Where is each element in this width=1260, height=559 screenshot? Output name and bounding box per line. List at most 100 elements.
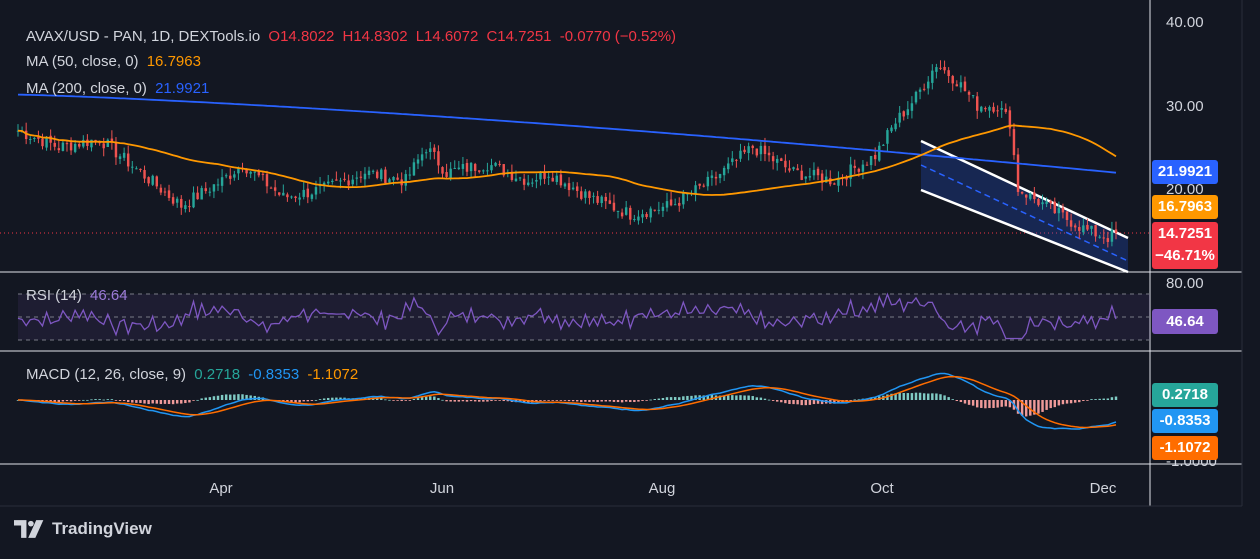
candle (869, 155, 873, 166)
macd-hist-bar (416, 398, 420, 400)
tradingview-brand[interactable]: TradingView (14, 519, 152, 539)
candle (347, 180, 350, 186)
macd-hist-bar (522, 400, 526, 403)
macd-hist-bar (78, 400, 81, 401)
candle (1090, 225, 1093, 229)
candle (404, 174, 407, 186)
macd-hist-bar (216, 395, 220, 400)
macd-hist-bar (61, 400, 65, 402)
candle (392, 176, 395, 181)
macd-hist-bar (147, 400, 150, 405)
macd-hist-bar (220, 394, 224, 400)
candle (302, 189, 305, 197)
macd-hist-bar (114, 400, 118, 401)
candle (522, 178, 526, 185)
candle (596, 196, 599, 203)
candle (820, 173, 824, 183)
macd-hist-bar (420, 397, 424, 400)
candle (1065, 211, 1069, 220)
candle (200, 188, 203, 200)
candle (86, 139, 89, 146)
candle (792, 167, 795, 170)
ma200-legend: MA (200, close, 0) 21.9921 (26, 80, 213, 97)
candle (1069, 220, 1073, 227)
candle (1016, 154, 1020, 192)
x-tick-oct: Oct (870, 480, 894, 497)
candle (175, 198, 179, 203)
candle (478, 170, 481, 172)
macd-hist-bar (404, 400, 407, 401)
rsi-value: 46.64 (90, 287, 128, 304)
macd-hist-bar (673, 397, 677, 400)
candle (686, 193, 689, 195)
candle (849, 164, 852, 179)
macd-hist-bar (1024, 400, 1028, 417)
macd-hist-bar (800, 400, 803, 406)
macd-hist-bar (743, 395, 746, 400)
macd-hist-bar (600, 400, 603, 402)
macd-hist-bar (812, 400, 816, 405)
candle (233, 174, 236, 178)
candle (751, 145, 754, 149)
candle (886, 130, 889, 144)
candle (482, 170, 485, 172)
candle (229, 175, 232, 179)
candle (122, 152, 126, 158)
candle (1037, 199, 1040, 206)
candle (939, 67, 942, 69)
candle (727, 163, 730, 170)
candle (457, 167, 461, 169)
candle (196, 192, 199, 200)
macd-hist-bar (318, 399, 322, 400)
candle (600, 196, 603, 204)
tradingview-logo-icon (14, 520, 44, 538)
macd-hist-bar (551, 400, 554, 401)
macd-hist-bar (1098, 398, 1101, 400)
candle (653, 209, 656, 211)
candle (1029, 193, 1032, 199)
macd-hist-bar (939, 394, 942, 400)
candle (873, 154, 877, 160)
macd-hist-bar (543, 400, 546, 401)
macd-hist-bar (959, 400, 963, 403)
macd-hist-bar (1008, 400, 1012, 408)
macd-hist-bar (118, 400, 122, 402)
macd-hist-bar (306, 400, 310, 402)
candle (514, 178, 518, 182)
candle (355, 177, 359, 179)
rsi-label: RSI (14) (26, 287, 82, 304)
candle (714, 176, 718, 179)
candle (722, 167, 726, 176)
macd-hist-bar (184, 400, 187, 404)
candle (306, 188, 310, 198)
macd-hist-bar (596, 400, 599, 403)
tag-ma50: 16.7963 (1152, 195, 1218, 219)
candle (731, 158, 734, 162)
candle (65, 143, 69, 145)
candle (535, 180, 538, 182)
macd-hist-bar (1041, 400, 1044, 412)
candle (555, 175, 559, 182)
rsi-legend: RSI (14) 46.64 (26, 287, 132, 304)
macd-hist-bar (159, 400, 163, 405)
candle (780, 158, 783, 162)
candle (649, 208, 652, 218)
candle (1004, 108, 1008, 112)
macd-hist-bar (151, 400, 154, 404)
macd-legend: MACD (12, 26, close, 9) 0.2718 -0.8353 -… (26, 366, 362, 383)
macd-hist-bar (449, 400, 452, 402)
candle (1086, 224, 1089, 230)
candle (1114, 229, 1118, 234)
candle (624, 207, 628, 215)
candle (629, 207, 632, 220)
tag-macd: -0.8353 (1152, 409, 1218, 433)
candle (829, 178, 832, 185)
candle (678, 202, 681, 206)
candle (461, 164, 465, 169)
macd-hist-bar (196, 399, 199, 401)
macd-hist-bar (1000, 400, 1003, 407)
macd-hist-bar (200, 398, 203, 400)
candle (967, 91, 971, 95)
candle (808, 176, 812, 178)
